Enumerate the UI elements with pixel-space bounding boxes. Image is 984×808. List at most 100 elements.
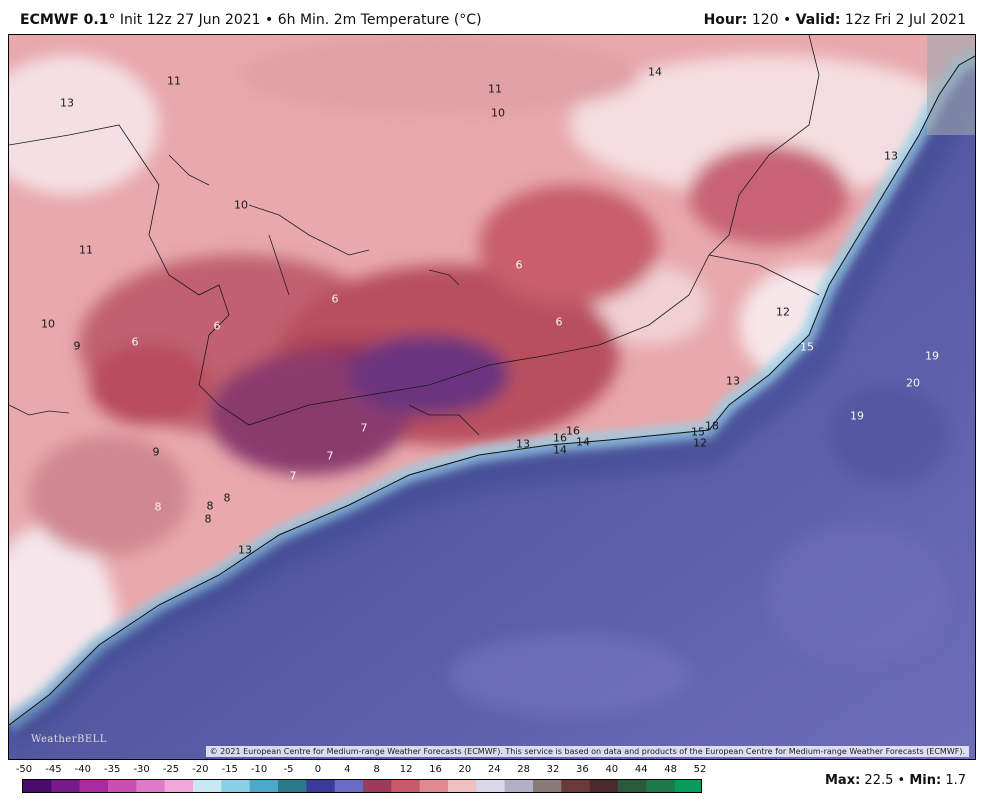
temp-label: 11 <box>488 82 502 96</box>
scale-tick-label: -45 <box>45 764 62 775</box>
scale-color-segment <box>193 780 222 792</box>
temp-label: 8 <box>204 512 212 526</box>
scale-tick-label: 44 <box>634 764 648 775</box>
scale-color-segment <box>476 780 506 792</box>
scale-color-segment <box>334 780 364 792</box>
scale-tick-label: 4 <box>344 764 351 775</box>
scale-tick-label: 52 <box>693 764 707 775</box>
scale-color-segment <box>278 780 307 792</box>
valid-label: Valid: <box>795 12 841 28</box>
temp-label: 9 <box>73 339 81 353</box>
header-bar: ECMWF 0.1° Init 12z 27 Jun 2021 • 6h Min… <box>0 0 984 34</box>
valid-value: 12z Fri 2 Jul 2021 <box>844 12 966 28</box>
temp-label: 6 <box>555 315 563 329</box>
min-value: 1.7 <box>945 773 966 788</box>
scale-ticks: -50 -45 -40 -35 -30 -25 -20 -15 -10 -5 0 4 8 12 16 20 24… <box>16 764 707 778</box>
temp-label: 18 <box>705 419 719 433</box>
scale-color-segment <box>504 780 534 792</box>
temp-label: 20 <box>906 376 920 390</box>
scale-color-segment <box>306 780 336 792</box>
temp-label: 14 <box>553 443 567 457</box>
scale-tick-label: 40 <box>605 764 619 775</box>
scale-tick-label: -10 <box>250 764 268 775</box>
temp-label: 10 <box>491 106 505 120</box>
temp-label: 6 <box>331 292 339 306</box>
temp-label: 6 <box>213 319 221 333</box>
scale-color-segment <box>164 780 194 792</box>
temp-label: 7 <box>326 449 334 463</box>
min-label: Min: <box>909 773 942 788</box>
temp-label: 13 <box>726 374 740 388</box>
scale-color-segment <box>561 780 591 792</box>
init-text: Init 12z 27 Jun 2021 • 6h Min. 2m Temper… <box>119 12 482 28</box>
scale-color-segment <box>448 780 477 792</box>
scale-color-segment <box>674 780 701 792</box>
scale-tick-label: -50 <box>15 764 33 775</box>
scale-color-segment <box>221 780 251 792</box>
temp-label: 15 <box>691 425 705 439</box>
max-value: 22.5 <box>864 773 894 788</box>
scale-color-segment <box>419 780 449 792</box>
temp-label: 10 <box>234 198 248 212</box>
temp-label: 19 <box>850 409 864 423</box>
scale-color-segment <box>646 780 676 792</box>
copyright-notice: © 2021 European Centre for Medium-range … <box>205 746 969 757</box>
scale-color-segment <box>363 780 392 792</box>
scale-tick-label: -40 <box>74 764 91 775</box>
temp-label: 13 <box>516 437 530 451</box>
scale-color-segment <box>589 780 619 792</box>
header-title: ECMWF 0.1° Init 12z 27 Jun 2021 • 6h Min… <box>20 12 482 28</box>
temp-label: 7 <box>289 469 297 483</box>
scale-tick-label: 20 <box>458 764 472 775</box>
color-scale: -50 -45 -40 -35 -30 -25 -20 -15 -10 -5 0 4 8 12 16 20 24… <box>16 764 707 804</box>
model-name: ECMWF 0.1 <box>20 12 109 28</box>
temp-label: 7 <box>360 421 368 435</box>
temp-label: 12 <box>693 436 707 450</box>
map-canvas <box>9 35 975 759</box>
scale-color-segment <box>618 780 647 792</box>
temp-label: 13 <box>238 543 252 557</box>
scale-tick-label: 12 <box>399 764 413 775</box>
scale-tick-label: 32 <box>546 764 560 775</box>
scale-tick-label: -25 <box>162 764 180 775</box>
temp-label: 19 <box>925 349 939 363</box>
scale-tick-label: 36 <box>576 764 589 775</box>
scale-tick-label: -30 <box>133 764 150 775</box>
scale-tick-label: -35 <box>104 764 121 775</box>
degree-mark: ° <box>108 12 116 28</box>
scale-tick-label: -15 <box>221 764 238 775</box>
scale-tick-label: 24 <box>487 764 501 775</box>
header-valid: Hour: 120 • Valid: 12z Fri 2 Jul 2021 <box>704 12 966 28</box>
temp-label: 16 <box>553 431 567 445</box>
temp-label: 15 <box>800 340 814 354</box>
scale-tick-label: 0 <box>314 764 322 775</box>
scale-tick-label: -20 <box>192 764 209 775</box>
temp-label: 11 <box>79 243 93 257</box>
temp-label: 6 <box>515 258 523 272</box>
temp-label: 12 <box>776 305 790 319</box>
temperature-map: 13 11 11 10 14 10 11 10 9 6 6 6 6 6 12 15 13 19 20 19 7 7 7 9 8 8… <box>8 34 976 760</box>
scale-bar <box>22 779 702 793</box>
temp-label: 8 <box>154 500 162 514</box>
hour-label: Hour: <box>703 12 748 28</box>
temp-label: 16 <box>566 424 580 438</box>
scale-color-segment <box>79 780 109 792</box>
temp-label: 13 <box>60 96 74 110</box>
scale-color-segment <box>391 780 421 792</box>
scale-tick-label: 28 <box>517 764 531 775</box>
temp-label: 9 <box>152 445 160 459</box>
scale-color-segment <box>51 780 81 792</box>
temp-label: 11 <box>167 74 181 88</box>
scale-color-segment <box>23 780 52 792</box>
temp-label: 13 <box>884 149 898 163</box>
separator: • <box>893 773 910 788</box>
scale-color-segment <box>249 780 279 792</box>
scale-tick-label: -5 <box>283 764 294 775</box>
max-label: Max: <box>824 773 861 788</box>
temp-label: 14 <box>648 65 662 79</box>
scale-tick-label: 16 <box>429 764 442 775</box>
temp-label: 6 <box>131 335 139 349</box>
max-min-readout: Max: 22.5 • Min: 1.7 <box>825 773 966 788</box>
scale-tick-label: 48 <box>664 764 677 775</box>
temp-label: 8 <box>223 491 231 505</box>
